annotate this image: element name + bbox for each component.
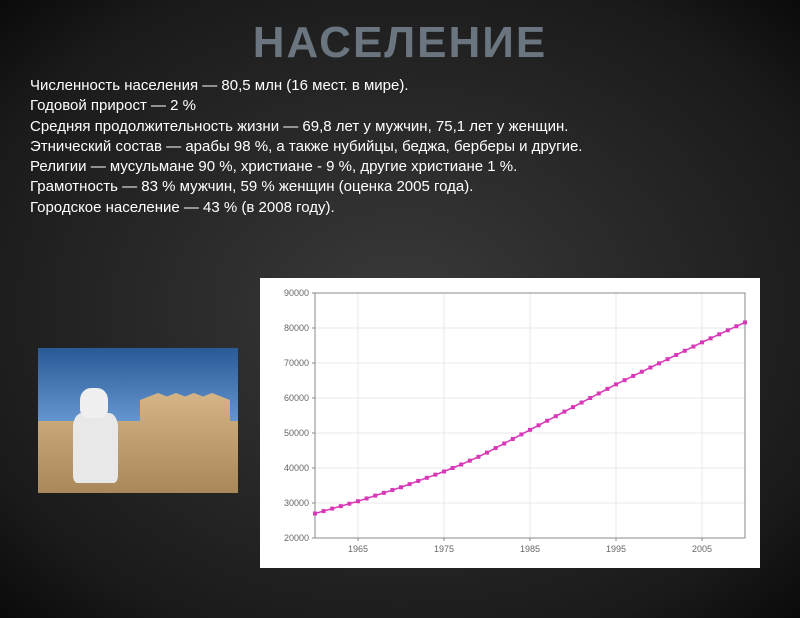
illustration-photo [38,348,238,493]
svg-text:70000: 70000 [284,358,309,368]
slide-title: НАСЕЛЕНИЕ [0,18,800,68]
population-chart: 20000 30000 40000 50000 60000 70000 80000 90000… [260,278,760,568]
svg-text:80000: 80000 [284,323,309,333]
svg-text:1965: 1965 [348,544,368,554]
svg-text:50000: 50000 [284,428,309,438]
text-line: Этнический состав — арабы 98 %, а также … [30,137,770,157]
text-line: Грамотность — 83 % мужчин, 59 % женщин (… [30,177,770,197]
chart-svg: 20000 30000 40000 50000 60000 70000 80000 90000… [260,278,760,568]
text-line: Городское население — 43 % (в 2008 году)… [30,198,770,218]
svg-text:90000: 90000 [284,288,309,298]
svg-text:60000: 60000 [284,393,309,403]
svg-text:1975: 1975 [434,544,454,554]
svg-text:1985: 1985 [520,544,540,554]
text-line: Годовой прирост — 2 % [30,96,770,116]
text-line: Численность населения — 80,5 млн (16 мес… [30,76,770,96]
svg-text:20000: 20000 [284,533,309,543]
svg-text:2005: 2005 [692,544,712,554]
svg-text:1995: 1995 [606,544,626,554]
svg-text:40000: 40000 [284,463,309,473]
body-text: Численность населения — 80,5 млн (16 мес… [0,68,800,218]
svg-text:30000: 30000 [284,498,309,508]
text-line: Средняя продолжительность жизни — 69,8 л… [30,117,770,137]
text-line: Религии — мусульмане 90 %, христиане - 9… [30,157,770,177]
